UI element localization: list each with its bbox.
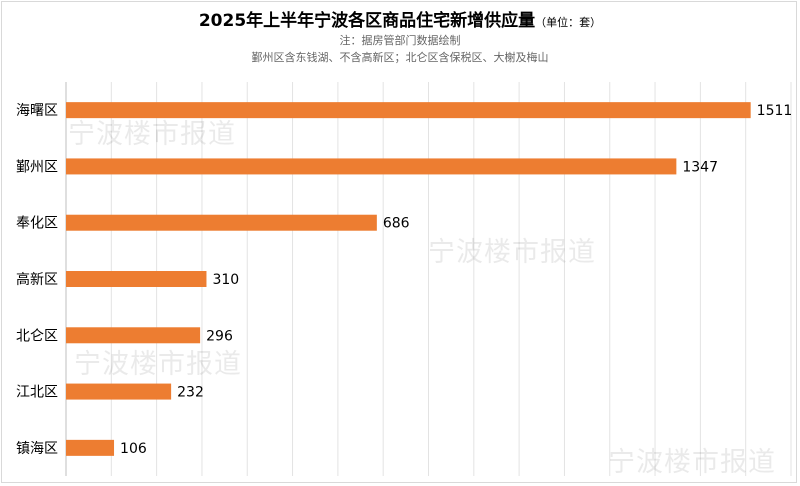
chart-title: 2025年上半年宁波各区商品住宅新增供应量（单位：套） (198, 11, 602, 31)
category-tick-label: 海曙区 (16, 103, 58, 119)
bar (66, 158, 677, 175)
watermark: 宁波楼市报道 (428, 237, 596, 268)
data-label: 686 (383, 216, 410, 232)
data-label: 232 (177, 385, 204, 401)
chart-note-source: 注：据房管部门数据绘制 (339, 34, 461, 47)
watermark: 宁波楼市报道 (68, 119, 236, 150)
watermark: 宁波楼市报道 (74, 349, 242, 380)
category-tick-label: 鄞州区 (16, 159, 58, 175)
category-tick-label: 北仑区 (16, 328, 58, 344)
category-tick-label: 镇海区 (16, 441, 58, 457)
watermark: 宁波楼市报道 (608, 447, 776, 478)
unit-label: （单位：套） (535, 16, 602, 29)
data-label: 1511 (757, 103, 793, 119)
category-tick-label: 高新区 (16, 271, 58, 288)
data-label: 1347 (682, 159, 718, 175)
bar (66, 214, 377, 231)
bar (66, 327, 201, 344)
category-tick-label: 江北区 (16, 385, 58, 401)
chart-note-scope: 鄞州区含东钱湖、不含高新区；北仑区含保税区、大榭及梅山 (251, 51, 549, 64)
data-label: 296 (206, 328, 233, 344)
data-label: 106 (120, 441, 147, 457)
bar (66, 439, 115, 456)
bar (66, 102, 751, 119)
data-label: 310 (212, 272, 239, 288)
category-tick-label: 奉化区 (16, 216, 58, 232)
bar (66, 383, 172, 400)
bar (66, 271, 207, 287)
